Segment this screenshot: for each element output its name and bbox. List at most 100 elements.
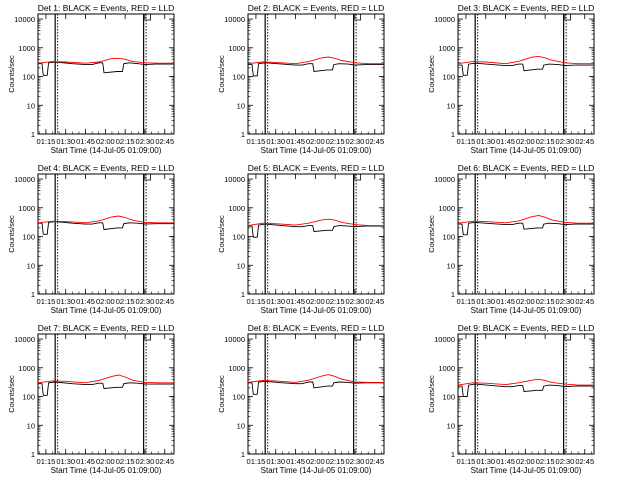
y-tick-label: 1000 <box>228 364 245 373</box>
x-tick-label: 01:30 <box>56 137 75 146</box>
lld-series-line <box>37 374 174 384</box>
plot-frame <box>247 13 385 135</box>
lld-series-line <box>37 57 174 64</box>
y-axis-label: Counts/sec <box>7 375 16 413</box>
y-tick-label: 1 <box>241 290 245 299</box>
y-axis-label: Counts/sec <box>427 215 436 253</box>
x-tick-label: 02:30 <box>556 457 575 466</box>
detector-panel: Det 8: BLACK = Events, RED = LLD 1 10 100 10… <box>217 323 385 475</box>
lld-series-line <box>457 55 594 65</box>
y-tick-label: 10000 <box>14 335 35 344</box>
x-axis-label: Start Time (14-Jul-05 01:09:00) <box>261 306 372 315</box>
x-tick-label: 02:30 <box>136 297 155 306</box>
x-tick-label: 02:30 <box>136 137 155 146</box>
x-tick-label: 01:15 <box>247 137 266 146</box>
panel-title: Det 2: BLACK = Events, RED = LLD <box>248 3 385 13</box>
y-tick-label: 10 <box>27 101 35 110</box>
x-tick-label: 01:45 <box>496 137 515 146</box>
y-tick-label: 1 <box>31 290 35 299</box>
events-series-line <box>248 223 384 238</box>
y-tick-label: 10 <box>27 421 35 430</box>
x-tick-label: 01:15 <box>457 137 476 146</box>
x-tick-label: 02:45 <box>155 137 174 146</box>
y-tick-label: 10000 <box>224 335 245 344</box>
x-tick-label: 02:45 <box>365 457 384 466</box>
x-axis-label: Start Time (14-Jul-05 01:09:00) <box>471 306 582 315</box>
y-axis-label: Counts/sec <box>427 375 436 413</box>
plot-frame <box>457 333 595 455</box>
y-tick-label: 10000 <box>434 335 455 344</box>
x-tick-label: 02:30 <box>346 457 365 466</box>
y-axis-label: Counts/sec <box>7 215 16 253</box>
y-tick-label: 100 <box>22 73 35 82</box>
plot-frame <box>37 173 175 295</box>
lld-series-line <box>247 56 384 65</box>
y-tick-label: 10 <box>237 261 245 270</box>
y-tick-label: 1 <box>451 450 455 459</box>
lld-series-line <box>457 215 594 224</box>
y-tick-label: 10 <box>237 101 245 110</box>
events-series-line <box>458 62 594 76</box>
x-tick-label: 01:30 <box>476 457 495 466</box>
x-tick-label: 02:45 <box>575 297 594 306</box>
x-axis-label: Start Time (14-Jul-05 01:09:00) <box>261 146 372 155</box>
detector-panel: Det 7: BLACK = Events, RED = LLD 1 10 100 10… <box>7 323 175 475</box>
y-tick-label: 100 <box>442 233 455 242</box>
detector-panel: Det 3: BLACK = Events, RED = LLD 1 10 100 10… <box>427 3 595 155</box>
y-tick-label: 10 <box>447 421 455 430</box>
marker-bracket <box>143 334 152 341</box>
y-tick-label: 100 <box>232 233 245 242</box>
y-tick-label: 100 <box>442 73 455 82</box>
detector-panel: Det 9: BLACK = Events, RED = LLD 1 10 100 10… <box>427 323 595 475</box>
x-tick-label: 02:30 <box>346 297 365 306</box>
x-tick-label: 01:15 <box>457 297 476 306</box>
marker-bracket <box>563 174 572 181</box>
x-tick-label: 02:30 <box>136 457 155 466</box>
x-tick-label: 02:15 <box>326 457 345 466</box>
plot-frame <box>37 13 175 135</box>
marker-bracket <box>143 14 152 21</box>
plot-frame <box>457 173 595 295</box>
x-tick-label: 01:30 <box>56 297 75 306</box>
x-tick-label: 01:15 <box>457 457 476 466</box>
x-tick-label: 01:30 <box>266 457 285 466</box>
y-tick-label: 1000 <box>228 44 245 53</box>
x-tick-label: 02:30 <box>556 137 575 146</box>
plot-frame <box>247 173 385 295</box>
lld-series-line <box>37 215 174 224</box>
panel-title: Det 9: BLACK = Events, RED = LLD <box>458 323 595 333</box>
x-tick-label: 02:00 <box>306 137 325 146</box>
x-tick-label: 01:45 <box>76 297 95 306</box>
y-tick-label: 1 <box>241 130 245 139</box>
x-tick-label: 02:15 <box>116 297 135 306</box>
marker-bracket <box>143 174 152 181</box>
x-tick-label: 01:45 <box>286 137 305 146</box>
x-tick-label: 02:15 <box>536 137 555 146</box>
y-tick-label: 1 <box>451 130 455 139</box>
x-tick-label: 01:45 <box>76 457 95 466</box>
y-axis-label: Counts/sec <box>7 55 16 93</box>
y-tick-label: 10000 <box>14 15 35 24</box>
panel-title: Det 6: BLACK = Events, RED = LLD <box>458 163 595 173</box>
y-tick-label: 10 <box>447 261 455 270</box>
x-tick-label: 02:45 <box>575 457 594 466</box>
x-tick-label: 02:00 <box>96 457 115 466</box>
x-tick-label: 01:30 <box>56 457 75 466</box>
x-tick-label: 02:00 <box>516 137 535 146</box>
y-tick-label: 1000 <box>18 364 35 373</box>
y-tick-label: 1000 <box>438 364 455 373</box>
x-tick-label: 02:30 <box>556 297 575 306</box>
y-tick-label: 10000 <box>224 15 245 24</box>
x-tick-label: 02:00 <box>306 297 325 306</box>
marker-bracket <box>353 174 362 181</box>
events-series-line <box>458 383 594 397</box>
y-axis-label: Counts/sec <box>427 55 436 93</box>
y-tick-label: 1 <box>241 450 245 459</box>
x-tick-label: 01:45 <box>76 137 95 146</box>
x-tick-label: 01:15 <box>37 137 56 146</box>
x-tick-label: 01:45 <box>496 297 515 306</box>
x-tick-label: 01:15 <box>37 297 56 306</box>
x-tick-label: 02:00 <box>306 457 325 466</box>
y-tick-label: 10000 <box>434 15 455 24</box>
